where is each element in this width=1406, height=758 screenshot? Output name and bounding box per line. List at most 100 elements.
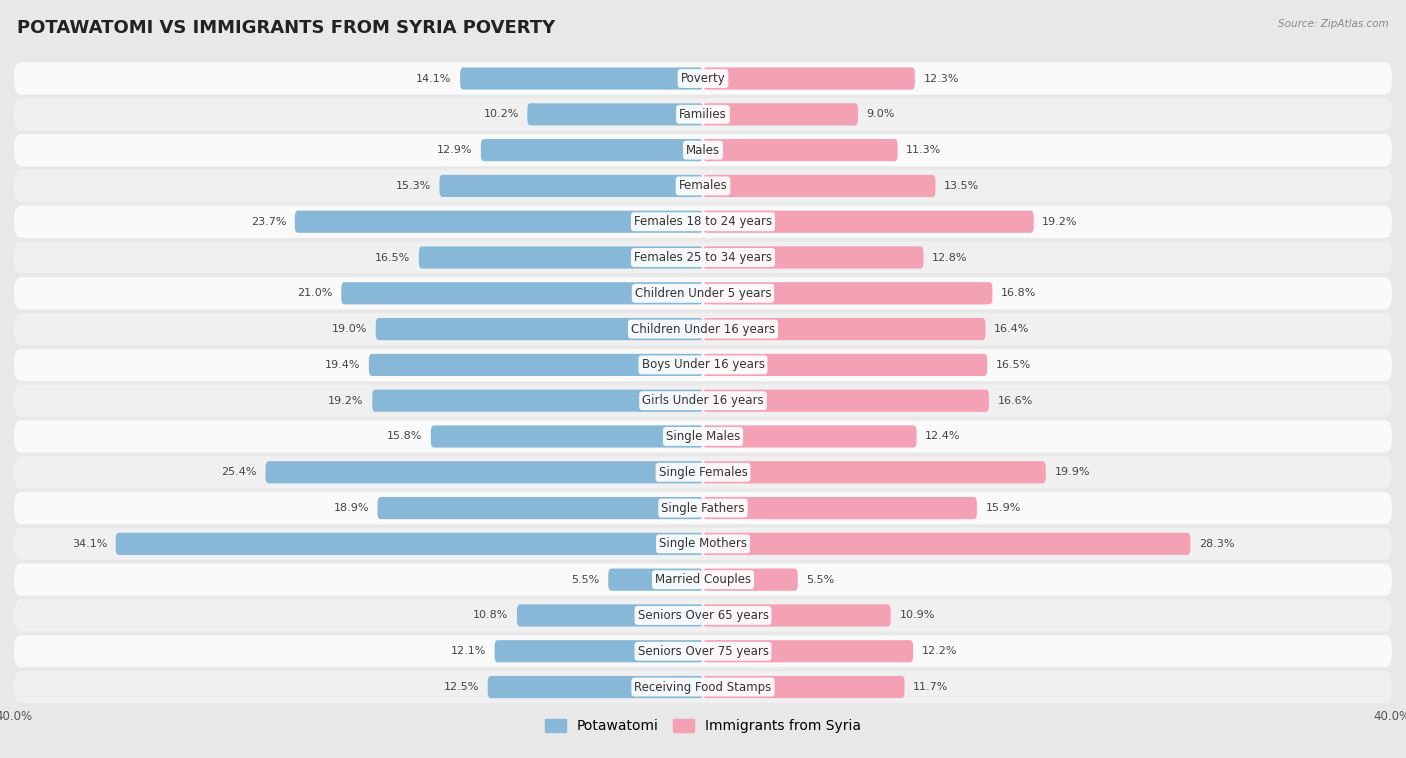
Text: 18.9%: 18.9%: [333, 503, 368, 513]
Text: 10.9%: 10.9%: [900, 610, 935, 621]
Text: Children Under 16 years: Children Under 16 years: [631, 323, 775, 336]
Text: 15.3%: 15.3%: [395, 181, 430, 191]
Text: Poverty: Poverty: [681, 72, 725, 85]
Text: 12.5%: 12.5%: [444, 682, 479, 692]
FancyBboxPatch shape: [440, 175, 703, 197]
FancyBboxPatch shape: [14, 456, 1392, 488]
FancyBboxPatch shape: [703, 425, 917, 447]
FancyBboxPatch shape: [703, 390, 988, 412]
Text: Males: Males: [686, 143, 720, 157]
Text: Seniors Over 65 years: Seniors Over 65 years: [637, 609, 769, 622]
Text: Single Fathers: Single Fathers: [661, 502, 745, 515]
FancyBboxPatch shape: [342, 282, 703, 305]
Text: 28.3%: 28.3%: [1199, 539, 1234, 549]
Text: 10.8%: 10.8%: [472, 610, 509, 621]
Text: 19.9%: 19.9%: [1054, 467, 1090, 478]
FancyBboxPatch shape: [703, 354, 987, 376]
FancyBboxPatch shape: [703, 211, 1033, 233]
Text: Girls Under 16 years: Girls Under 16 years: [643, 394, 763, 407]
Text: 12.9%: 12.9%: [437, 145, 472, 155]
Text: 10.2%: 10.2%: [484, 109, 519, 119]
FancyBboxPatch shape: [527, 103, 703, 125]
Text: 16.6%: 16.6%: [997, 396, 1033, 406]
Text: 34.1%: 34.1%: [72, 539, 107, 549]
FancyBboxPatch shape: [609, 568, 703, 590]
FancyBboxPatch shape: [517, 604, 703, 627]
FancyBboxPatch shape: [488, 676, 703, 698]
FancyBboxPatch shape: [14, 170, 1392, 202]
FancyBboxPatch shape: [703, 318, 986, 340]
FancyBboxPatch shape: [14, 600, 1392, 631]
Text: Females 25 to 34 years: Females 25 to 34 years: [634, 251, 772, 264]
Text: 12.8%: 12.8%: [932, 252, 967, 262]
FancyBboxPatch shape: [703, 568, 797, 590]
FancyBboxPatch shape: [368, 354, 703, 376]
Text: Single Males: Single Males: [666, 430, 740, 443]
Text: 23.7%: 23.7%: [250, 217, 287, 227]
FancyBboxPatch shape: [703, 533, 1191, 555]
Text: POTAWATOMI VS IMMIGRANTS FROM SYRIA POVERTY: POTAWATOMI VS IMMIGRANTS FROM SYRIA POVE…: [17, 19, 555, 37]
FancyBboxPatch shape: [430, 425, 703, 447]
FancyBboxPatch shape: [14, 99, 1392, 130]
Text: Single Females: Single Females: [658, 465, 748, 479]
FancyBboxPatch shape: [703, 461, 1046, 484]
FancyBboxPatch shape: [373, 390, 703, 412]
FancyBboxPatch shape: [14, 349, 1392, 381]
FancyBboxPatch shape: [115, 533, 703, 555]
Text: Single Mothers: Single Mothers: [659, 537, 747, 550]
Text: 12.2%: 12.2%: [922, 647, 957, 656]
FancyBboxPatch shape: [377, 497, 703, 519]
Text: 14.1%: 14.1%: [416, 74, 451, 83]
FancyBboxPatch shape: [703, 497, 977, 519]
Text: 12.4%: 12.4%: [925, 431, 960, 441]
Text: 16.4%: 16.4%: [994, 324, 1029, 334]
Text: 19.2%: 19.2%: [328, 396, 364, 406]
Text: Females 18 to 24 years: Females 18 to 24 years: [634, 215, 772, 228]
Text: 19.0%: 19.0%: [332, 324, 367, 334]
Text: 21.0%: 21.0%: [297, 288, 333, 299]
Text: 19.2%: 19.2%: [1042, 217, 1078, 227]
Text: Source: ZipAtlas.com: Source: ZipAtlas.com: [1278, 19, 1389, 29]
FancyBboxPatch shape: [14, 241, 1392, 274]
FancyBboxPatch shape: [375, 318, 703, 340]
Text: 9.0%: 9.0%: [866, 109, 896, 119]
Text: 16.5%: 16.5%: [375, 252, 411, 262]
FancyBboxPatch shape: [14, 384, 1392, 417]
FancyBboxPatch shape: [703, 67, 915, 89]
FancyBboxPatch shape: [14, 671, 1392, 703]
Text: Females: Females: [679, 180, 727, 193]
Text: 25.4%: 25.4%: [221, 467, 257, 478]
FancyBboxPatch shape: [14, 563, 1392, 596]
FancyBboxPatch shape: [703, 676, 904, 698]
Text: Families: Families: [679, 108, 727, 121]
FancyBboxPatch shape: [14, 62, 1392, 95]
FancyBboxPatch shape: [703, 641, 912, 662]
FancyBboxPatch shape: [266, 461, 703, 484]
Text: Boys Under 16 years: Boys Under 16 years: [641, 359, 765, 371]
FancyBboxPatch shape: [703, 246, 924, 268]
FancyBboxPatch shape: [14, 313, 1392, 345]
FancyBboxPatch shape: [295, 211, 703, 233]
FancyBboxPatch shape: [14, 421, 1392, 453]
Text: 15.9%: 15.9%: [986, 503, 1021, 513]
Text: 16.5%: 16.5%: [995, 360, 1031, 370]
Legend: Potawatomi, Immigrants from Syria: Potawatomi, Immigrants from Syria: [546, 719, 860, 734]
Text: 12.1%: 12.1%: [450, 647, 486, 656]
Text: Married Couples: Married Couples: [655, 573, 751, 586]
FancyBboxPatch shape: [703, 175, 935, 197]
FancyBboxPatch shape: [14, 277, 1392, 309]
Text: Receiving Food Stamps: Receiving Food Stamps: [634, 681, 772, 694]
FancyBboxPatch shape: [14, 134, 1392, 166]
FancyBboxPatch shape: [14, 205, 1392, 238]
Text: 12.3%: 12.3%: [924, 74, 959, 83]
FancyBboxPatch shape: [14, 492, 1392, 525]
Text: Children Under 5 years: Children Under 5 years: [634, 287, 772, 300]
Text: 15.8%: 15.8%: [387, 431, 422, 441]
Text: Seniors Over 75 years: Seniors Over 75 years: [637, 645, 769, 658]
Text: 5.5%: 5.5%: [571, 575, 599, 584]
FancyBboxPatch shape: [703, 103, 858, 125]
FancyBboxPatch shape: [14, 635, 1392, 667]
Text: 11.7%: 11.7%: [912, 682, 949, 692]
FancyBboxPatch shape: [703, 282, 993, 305]
Text: 11.3%: 11.3%: [907, 145, 942, 155]
